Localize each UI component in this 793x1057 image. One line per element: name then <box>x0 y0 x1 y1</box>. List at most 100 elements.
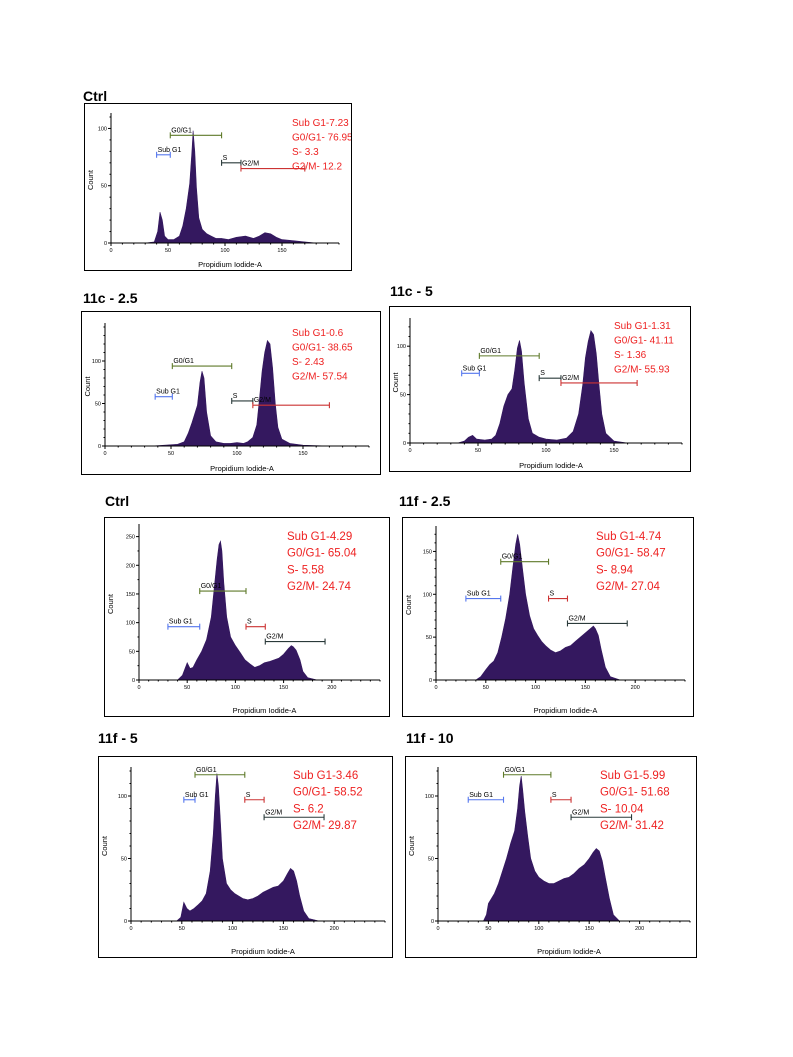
gate-label: Sub G1 <box>169 619 193 626</box>
gate-sub-g1: Sub G1 <box>461 365 487 377</box>
histogram-area <box>438 775 690 922</box>
histogram-panel-11c-2-5: 0 50 100 150 0 50 100 Propidium Iodide-A Count Su… <box>81 311 381 475</box>
histogram-panel-11f-10: 0 50 100 150 200 0 50 100 Propidium Iodide-A Coun… <box>405 756 697 958</box>
gate-label: S <box>540 370 545 377</box>
stat-line: S- 2.43 <box>292 357 325 368</box>
y-axis-title: Count <box>100 835 109 856</box>
gate-label: G2/M <box>265 809 282 816</box>
histogram-area <box>111 130 339 244</box>
x-tick-label: 150 <box>277 248 286 254</box>
y-axis-title: Count <box>391 372 400 393</box>
stat-line: G0/G1- 51.68 <box>600 787 670 799</box>
panel-label-11c-2-5: 11c - 2.5 <box>83 290 138 306</box>
y-tick-label: 100 <box>118 794 127 800</box>
y-tick-label: 100 <box>98 126 107 132</box>
gate-label: G2/M <box>572 809 589 816</box>
y-tick-label: 50 <box>129 649 135 655</box>
x-axis-title: Propidium Iodide-A <box>233 706 297 715</box>
gate-g2-m: G2/M <box>570 809 633 821</box>
y-axis-title: Count <box>407 835 416 856</box>
x-tick-label: 50 <box>184 685 190 691</box>
stat-line: G0/G1- 41.11 <box>614 336 674 347</box>
gate-label: G0/G1 <box>201 583 222 590</box>
stat-line: G2/M- 24.74 <box>287 581 352 593</box>
stat-line: G2/M- 55.93 <box>614 365 670 376</box>
gate-label: S <box>550 591 555 598</box>
gate-g0-g1: G0/G1 <box>199 583 247 595</box>
y-tick-label: 100 <box>92 359 101 365</box>
x-tick-label: 150 <box>609 448 618 454</box>
histogram-svg: 0 50 100 150 0 50 100 Propidium Iodide-A Count Su… <box>86 113 351 269</box>
gate-g0-g1: G0/G1 <box>500 554 550 565</box>
stat-line: S- 8.94 <box>596 564 634 576</box>
gate-label: G2/M <box>266 634 283 641</box>
x-tick-label: 0 <box>137 685 140 691</box>
gate-g2-m: G2/M <box>263 809 325 821</box>
gate-s: S <box>550 792 572 803</box>
x-tick-label: 0 <box>109 248 112 254</box>
panel-label-11c-5: 11c - 5 <box>390 283 433 299</box>
y-tick-label: 50 <box>400 393 406 399</box>
x-tick-label: 0 <box>129 926 132 932</box>
gate-g2-m: G2/M <box>240 161 306 172</box>
y-tick-label: 50 <box>428 857 434 863</box>
x-tick-label: 0 <box>436 926 439 932</box>
gate-label: Sub G1 <box>463 365 487 372</box>
x-axis-title: Propidium Iodide-A <box>231 947 295 956</box>
x-tick-label: 100 <box>231 685 240 691</box>
stat-line: G2/M- 29.87 <box>293 820 357 832</box>
gate-label: G0/G1 <box>173 358 194 365</box>
x-tick-label: 100 <box>220 248 229 254</box>
x-tick-label: 100 <box>232 451 241 457</box>
histogram-area <box>436 534 685 681</box>
panel-label-11f-5: 11f - 5 <box>98 730 138 746</box>
gate-label: G2/M <box>568 615 585 622</box>
panel-label-11f-10: 11f - 10 <box>406 730 454 746</box>
x-tick-label: 50 <box>483 685 489 691</box>
x-tick-label: 150 <box>279 926 288 932</box>
y-tick-label: 100 <box>126 621 135 627</box>
histogram-svg: 0 50 100 150 200 0 50 100 Propidium Iodide-A Coun… <box>100 767 386 956</box>
y-tick-label: 200 <box>126 563 135 569</box>
histogram-panel-ctrl-top: 0 50 100 150 0 50 100 Propidium Iodide-A Count Su… <box>84 103 352 271</box>
stat-line: Sub G1-1.31 <box>614 321 671 332</box>
x-tick-label: 100 <box>228 926 237 932</box>
x-axis-title: Propidium Iodide-A <box>198 260 262 269</box>
panel-label-11f-2-5: 11f - 2.5 <box>399 493 451 509</box>
gate-sub-g1: Sub G1 <box>465 591 502 602</box>
y-tick-label: 150 <box>126 592 135 598</box>
gate-label: G0/G1 <box>480 348 501 355</box>
gate-label: G0/G1 <box>502 554 523 561</box>
x-tick-label: 0 <box>103 451 106 457</box>
y-axis-title: Count <box>83 376 92 397</box>
gate-sub-g1: Sub G1 <box>183 792 209 803</box>
gate-label: Sub G1 <box>156 389 180 396</box>
gate-g0-g1: G0/G1 <box>194 767 246 778</box>
histogram-area <box>131 773 385 922</box>
x-tick-label: 50 <box>485 926 491 932</box>
gate-s: S <box>221 155 242 166</box>
stat-line: S- 10.04 <box>600 803 644 815</box>
stat-line: G2/M- 12.2 <box>292 162 342 173</box>
x-tick-label: 0 <box>408 448 411 454</box>
gate-s: S <box>244 792 265 803</box>
gate-label: G0/G1 <box>171 127 192 134</box>
x-tick-label: 100 <box>541 448 550 454</box>
stat-line: Sub G1-4.29 <box>287 531 352 543</box>
x-tick-label: 150 <box>279 685 288 691</box>
gate-label: Sub G1 <box>158 147 182 154</box>
gate-label: S <box>552 792 557 799</box>
stat-line: G0/G1- 65.04 <box>287 548 357 560</box>
histogram-area <box>139 540 380 681</box>
x-tick-label: 100 <box>531 685 540 691</box>
stat-line: Sub G1-0.6 <box>292 328 344 339</box>
stat-line: G2/M- 27.04 <box>596 581 661 593</box>
x-axis-title: Propidium Iodide-A <box>537 947 601 956</box>
gate-g0-g1: G0/G1 <box>171 358 233 370</box>
gate-g2-m: G2/M <box>560 375 638 386</box>
histogram-svg: 0 50 100 150 200 0 50 100 Propidium Iodide-A Coun… <box>407 767 691 956</box>
histogram-panel-11c-5: 0 50 100 150 0 50 100 Propidium Iodide-A Count Su… <box>389 306 691 472</box>
stat-line: Sub G1-7.23 <box>292 118 349 129</box>
gate-sub-g1: Sub G1 <box>467 792 505 803</box>
stat-line: G0/G1- 58.47 <box>596 548 666 560</box>
